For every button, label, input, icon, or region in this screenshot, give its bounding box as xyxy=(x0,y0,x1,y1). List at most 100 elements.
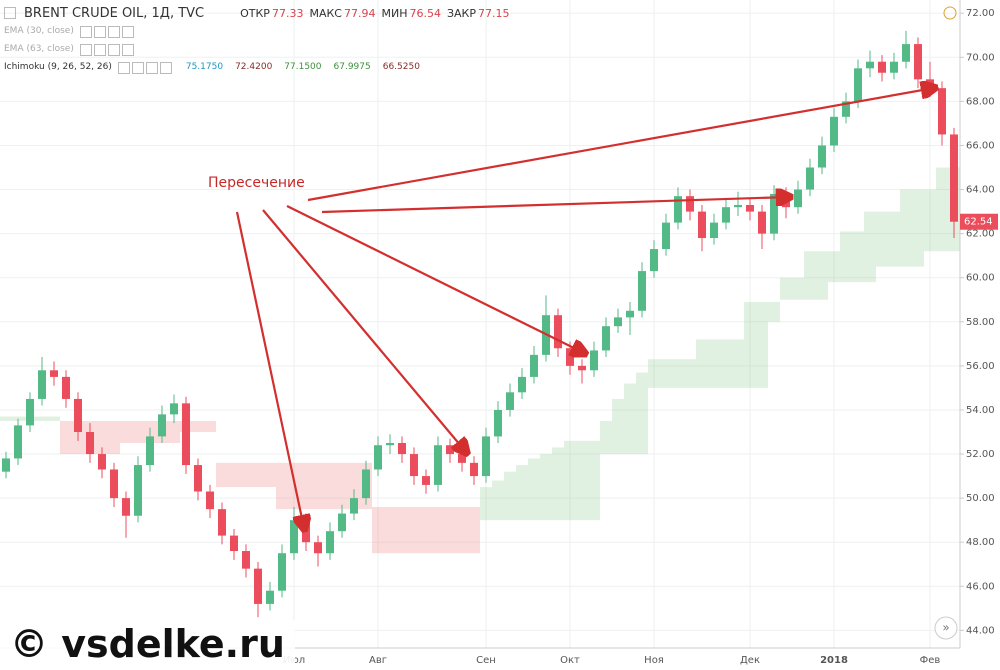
indicator-button[interactable] xyxy=(93,25,106,38)
x-tick-label: Ноя xyxy=(644,655,664,666)
indicator-button[interactable] xyxy=(107,43,120,56)
ichimoku-cloud xyxy=(840,231,852,283)
ichimoku-cloud xyxy=(312,462,324,510)
candle-body xyxy=(650,249,658,272)
indicator-button[interactable] xyxy=(131,61,144,74)
ichimoku-cloud xyxy=(300,462,312,510)
candle-body xyxy=(842,101,850,117)
ohlc-value: 76.54 xyxy=(409,6,441,20)
icon[interactable] xyxy=(4,7,16,19)
candle-body xyxy=(890,61,898,73)
y-tick-label: 46.00 xyxy=(966,581,995,592)
indicator-row: EMA (30, close) xyxy=(4,22,510,40)
indicator-button[interactable] xyxy=(79,43,92,56)
arrow xyxy=(321,197,789,214)
ichimoku-cloud xyxy=(468,506,480,554)
ohlc-value: 77.94 xyxy=(343,6,376,20)
ichimoku-cloud xyxy=(912,189,924,267)
ichimoku-cloud xyxy=(432,506,444,554)
ichimoku-cloud xyxy=(132,420,144,444)
candle-body xyxy=(26,398,34,426)
x-tick-label: Дек xyxy=(740,655,760,666)
ichimoku-cloud xyxy=(564,440,576,521)
candle-body xyxy=(518,376,526,393)
ichimoku-cloud xyxy=(372,506,384,554)
indicator-button[interactable] xyxy=(79,25,92,38)
indicator-value: 72.4200 xyxy=(235,62,273,72)
ichimoku-cloud xyxy=(120,420,132,444)
ichimoku-cloud xyxy=(324,462,336,510)
plot-bg xyxy=(0,0,960,648)
annotation-arrows xyxy=(235,88,934,528)
candle-body xyxy=(902,44,910,62)
ichimoku-cloud xyxy=(336,462,348,510)
ichimoku-cloud xyxy=(60,420,72,455)
indicator-button[interactable] xyxy=(159,61,172,74)
candle-body xyxy=(770,193,778,234)
ichimoku-cloud xyxy=(540,454,552,521)
ichimoku-cloud xyxy=(408,506,420,554)
candle-body xyxy=(146,436,154,466)
y-tick-label: 52.00 xyxy=(966,449,995,460)
arrow xyxy=(235,211,304,528)
indicator-button[interactable] xyxy=(145,61,158,74)
candle-body xyxy=(446,445,454,455)
candle-body xyxy=(410,454,418,477)
candle-body xyxy=(326,531,334,554)
candle-body xyxy=(458,454,466,463)
y-tick-label: 58.00 xyxy=(966,317,995,328)
candle-body xyxy=(854,68,862,102)
indicator-button[interactable] xyxy=(107,25,120,38)
indicator-button[interactable] xyxy=(121,43,134,56)
ichimoku-cloud xyxy=(576,440,588,521)
candle-body xyxy=(86,432,94,455)
ichimoku-cloud xyxy=(696,339,708,388)
x-tick-label: Окт xyxy=(560,655,580,666)
candle-body xyxy=(818,145,826,168)
ohlc-label: МИН xyxy=(381,6,408,20)
candle-body xyxy=(266,590,274,604)
ichimoku-cloud xyxy=(516,465,528,521)
ichimoku-cloud xyxy=(924,189,936,252)
indicator-name: EMA (63, close) xyxy=(4,44,74,54)
indicator-name: Ichimoku (9, 26, 52, 26) xyxy=(4,62,112,72)
candle-body xyxy=(110,469,118,499)
scroll-button[interactable] xyxy=(934,616,958,640)
candle-body xyxy=(98,454,106,470)
scroll-icon[interactable]: » xyxy=(942,621,949,635)
clock-icon xyxy=(943,6,957,20)
indicator-value: 66.5250 xyxy=(382,62,420,72)
x-tick-label: Сен xyxy=(476,655,496,666)
ichimoku-cloud xyxy=(936,167,948,252)
candle-body xyxy=(494,409,502,437)
ichimoku-cloud xyxy=(792,277,804,300)
y-tick-label: 48.00 xyxy=(966,537,995,548)
ichimoku-cloud xyxy=(348,462,360,510)
indicator-button[interactable] xyxy=(121,25,134,38)
candle-body xyxy=(254,568,262,604)
candle-body xyxy=(626,310,634,318)
candle-body xyxy=(662,222,670,250)
y-tick-label: 54.00 xyxy=(966,405,995,416)
indicator-value: 67.9975 xyxy=(333,62,371,72)
ichimoku-cloud xyxy=(804,251,816,300)
candle-body xyxy=(350,498,358,514)
ichimoku-cloud xyxy=(240,462,252,488)
ichimoku-cloud xyxy=(612,398,624,455)
candle-body xyxy=(794,189,802,208)
indicator-button[interactable] xyxy=(117,61,130,74)
ichimoku-cloud xyxy=(168,420,180,444)
candle-body xyxy=(290,520,298,554)
candle-body xyxy=(470,462,478,477)
ichimoku-cloud xyxy=(276,462,288,510)
y-tick-label: 56.00 xyxy=(966,361,995,372)
indicator-buttons xyxy=(117,61,174,74)
indicator-button[interactable] xyxy=(93,43,106,56)
candle-body xyxy=(2,458,10,472)
y-tick-label: 64.00 xyxy=(966,185,995,196)
ichimoku-cloud xyxy=(96,420,108,455)
candle-body xyxy=(362,469,370,499)
candle-body xyxy=(62,376,70,399)
candle-body xyxy=(734,204,742,208)
ichimoku-cloud xyxy=(732,339,744,388)
